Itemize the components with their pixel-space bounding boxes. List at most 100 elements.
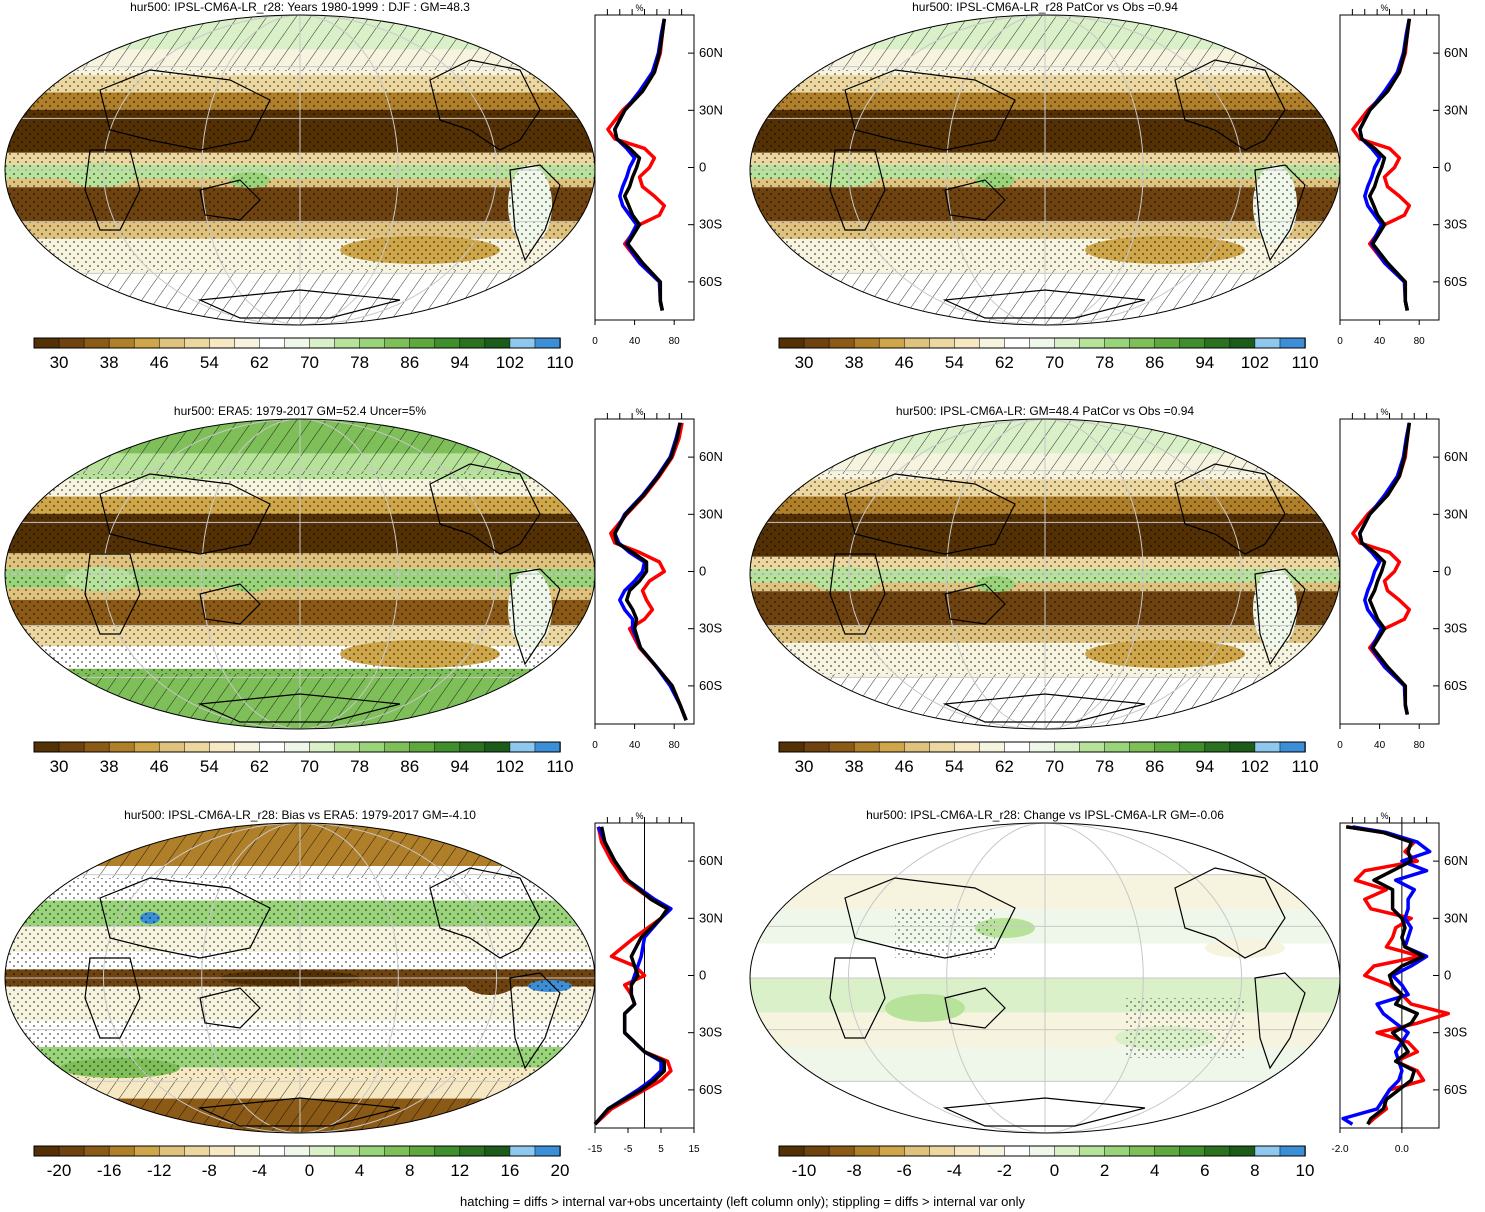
profile-x-tick-label: 5 [658, 1144, 664, 1155]
colorbar-cell [83, 741, 110, 753]
longitude-line [201, 823, 301, 1133]
colorbar-tick-label: 70 [1045, 353, 1064, 372]
profile-series-black [1345, 825, 1426, 1126]
profile-series-blue [1341, 825, 1432, 1126]
colorbar-cell [954, 741, 981, 753]
colorbar-cell [1204, 1145, 1231, 1157]
colorbar-cell [929, 1145, 956, 1157]
colorbar-cell [1104, 741, 1131, 753]
colorbar-cell [58, 741, 85, 753]
colorbar-tick-label: 54 [200, 353, 219, 372]
colorbar-cell [979, 741, 1006, 753]
map-and-profile: -20 -16 -12 -8 -4 0 4 8 12 16 20% -15 -5 5 15 60N 30N 0 30… [4, 811, 723, 1180]
longitude-line [847, 419, 1046, 729]
colorbar-tick-label: 2 [1100, 1161, 1109, 1180]
colorbar-tick-label: 70 [300, 353, 319, 372]
coastline [197, 289, 401, 319]
colorbar-tick-label: 38 [100, 353, 119, 372]
longitude-line [299, 15, 498, 325]
profile-y-tick-label: 0 [699, 564, 706, 579]
longitude-line [1044, 419, 1144, 729]
coastline [942, 289, 1146, 319]
coastline [199, 179, 261, 221]
colorbar-tick-label: 0 [1050, 1161, 1059, 1180]
profile-y-tick-label: 0 [1444, 160, 1451, 175]
profile-y-tick-label: 30S [699, 1025, 722, 1040]
panel-title: hur500: IPSL-CM6A-LR_r28 PatCor vs Obs =… [912, 0, 1178, 14]
colorbar-tick-label: -4 [252, 1161, 267, 1180]
longitude-line [102, 419, 301, 729]
longitude-line [847, 15, 1046, 325]
coastline [1174, 463, 1286, 555]
profile-y-tick-label: 60S [699, 274, 722, 289]
colorbar-cell [1004, 1145, 1031, 1157]
profile-x-tick-label: 0 [592, 336, 598, 347]
colorbar-tick-label: 54 [945, 353, 964, 372]
colorbar-tick-label: 94 [450, 353, 469, 372]
profile-series-black [613, 18, 667, 311]
profile-x-tick-label: 40 [629, 740, 641, 751]
longitude-line [946, 823, 1046, 1133]
map-and-profile: 30 38 46 54 62 70 78 86 94 102 110% 0 40 80 60N 30N 0 30S… [4, 3, 723, 372]
colorbar-tick-label: 8 [405, 1161, 414, 1180]
colorbar-cell [878, 1145, 905, 1157]
colorbar-cell [359, 741, 386, 753]
longitude-line [946, 15, 1046, 325]
colorbar-cell [83, 1145, 110, 1157]
colorbar-frame [778, 337, 1306, 349]
colorbar-cell [309, 1145, 336, 1157]
colorbar-cell [853, 337, 880, 349]
colorbar-cell [954, 337, 981, 349]
profile-y-tick-label: 30N [1444, 910, 1468, 925]
profile-series-red [609, 422, 688, 721]
profile-y-tick-label: 60S [1444, 274, 1467, 289]
coastline [1174, 867, 1286, 959]
colorbar-cell [459, 1145, 486, 1157]
map-and-profile: 30 38 46 54 62 70 78 86 94 102 110% 0 40 80 60N 30N 0 30S… [749, 3, 1468, 372]
colorbar-cell [33, 337, 60, 349]
colorbar-cell [778, 1145, 805, 1157]
colorbar-cell [259, 1145, 286, 1157]
profile-y-tick-label: 30N [699, 506, 723, 521]
colorbar-cell [484, 337, 511, 349]
colorbar-cell [309, 337, 336, 349]
longitude-line [299, 823, 498, 1133]
colorbar-cell [979, 337, 1006, 349]
profile-x-tick-label: 0 [1337, 740, 1343, 751]
profile-y-tick-label: 30S [1444, 621, 1467, 636]
colorbar-cell [1279, 1145, 1306, 1157]
profile-x-tick-label: 0 [592, 740, 598, 751]
coastline [1254, 568, 1306, 666]
colorbar-cell [1229, 337, 1256, 349]
profile-y-tick-label: 30S [699, 621, 722, 636]
map-field [750, 15, 1340, 325]
colorbar-cell [459, 741, 486, 753]
profile-y-tick-label: 60N [1444, 853, 1468, 868]
colorbar-tick-label: 110 [1291, 757, 1318, 776]
profile-series-black [1358, 422, 1412, 715]
colorbar-tick-label: 46 [150, 353, 169, 372]
profile-series-red [1345, 825, 1451, 1126]
colorbar-cell [1029, 1145, 1056, 1157]
colorbar-cell [259, 741, 286, 753]
coastline [509, 568, 561, 666]
colorbar-cell [509, 741, 536, 753]
colorbar-cell [1029, 741, 1056, 753]
colorbar-cell [284, 741, 311, 753]
longitude-line [299, 15, 399, 325]
colorbar-tick-label: -2 [997, 1161, 1012, 1180]
colorbar-cell [284, 337, 311, 349]
coastline [429, 59, 541, 151]
colorbar-tick-label: 30 [795, 757, 814, 776]
colorbar-cell [1179, 1145, 1206, 1157]
coastline [1254, 164, 1306, 262]
colorbar-cell [158, 337, 186, 349]
panel-title: hur500: ERA5: 1979-2017 GM=52.4 Uncer=5% [173, 404, 427, 418]
longitude-line [1044, 823, 1144, 1133]
coastline [99, 473, 271, 555]
colorbar-cell [209, 1145, 236, 1157]
colorbar-cell [184, 741, 211, 753]
coastline [844, 69, 1016, 151]
profile-x-tick-label: 80 [1414, 740, 1426, 751]
colorbar-cell [803, 337, 830, 349]
